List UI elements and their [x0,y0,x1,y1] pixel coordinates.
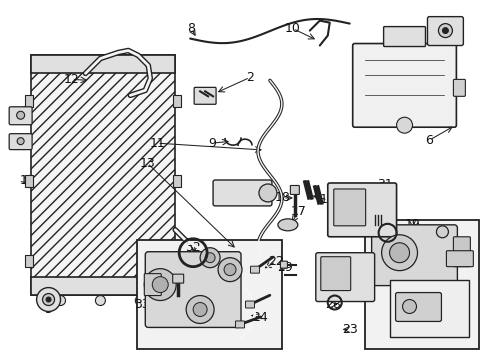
FancyBboxPatch shape [452,237,469,267]
Text: 9: 9 [208,137,216,150]
Bar [364,220,478,349]
Text: 8: 8 [187,22,195,35]
Bar [389,280,468,337]
FancyBboxPatch shape [383,27,425,46]
Bar [31,55,175,73]
Text: 6: 6 [425,134,432,147]
Text: 1: 1 [20,174,27,186]
Text: 18: 18 [274,192,290,204]
Text: 25: 25 [412,303,427,316]
Text: 29: 29 [276,261,292,274]
Text: 15: 15 [377,211,393,224]
FancyBboxPatch shape [395,293,441,321]
Circle shape [56,296,65,306]
FancyBboxPatch shape [250,266,259,273]
Circle shape [389,243,408,263]
FancyBboxPatch shape [352,44,455,127]
Circle shape [95,296,105,306]
Text: 14: 14 [364,193,380,206]
Bar [173,255,181,267]
Bar [31,276,175,294]
FancyBboxPatch shape [9,107,32,125]
Circle shape [46,297,51,302]
FancyBboxPatch shape [245,301,254,308]
FancyBboxPatch shape [290,185,299,194]
Text: 17: 17 [290,205,306,219]
Text: 5: 5 [44,303,52,316]
Bar [24,255,33,267]
Text: 31: 31 [376,179,392,192]
Text: 10: 10 [285,22,300,35]
Text: 28: 28 [324,298,340,311]
Text: 34: 34 [170,271,185,284]
FancyBboxPatch shape [194,87,216,104]
Circle shape [186,296,214,323]
FancyBboxPatch shape [315,253,374,302]
Circle shape [436,226,447,238]
Circle shape [152,276,168,293]
Text: 20: 20 [379,228,395,241]
Circle shape [204,253,215,263]
FancyBboxPatch shape [235,321,244,328]
Circle shape [37,288,61,311]
FancyBboxPatch shape [446,251,472,267]
FancyBboxPatch shape [320,257,350,291]
Text: 22: 22 [267,255,283,268]
Text: 23: 23 [341,323,357,336]
Bar [31,55,175,294]
Text: 11: 11 [149,137,165,150]
Circle shape [381,235,417,271]
Circle shape [200,248,220,268]
Circle shape [135,296,145,306]
Text: 16: 16 [319,193,335,206]
Text: 4: 4 [23,102,32,115]
FancyBboxPatch shape [145,252,241,328]
Text: 21: 21 [438,228,453,241]
Circle shape [396,117,412,133]
FancyBboxPatch shape [172,274,183,283]
FancyBboxPatch shape [144,274,161,296]
Circle shape [438,24,451,37]
Text: 2: 2 [245,71,253,84]
Circle shape [17,111,24,119]
FancyBboxPatch shape [327,183,396,237]
Text: 12: 12 [63,73,79,86]
Circle shape [224,264,236,276]
FancyBboxPatch shape [452,80,465,96]
Circle shape [17,138,24,145]
Text: 33: 33 [134,298,150,311]
Text: 19: 19 [404,218,420,231]
Circle shape [144,269,176,301]
Ellipse shape [277,219,297,231]
Circle shape [218,258,242,282]
Text: 27: 27 [343,253,359,266]
Circle shape [259,184,276,202]
Bar [173,175,181,187]
FancyBboxPatch shape [333,189,365,226]
Text: 32: 32 [185,241,201,254]
Circle shape [442,28,447,33]
Circle shape [402,300,416,314]
FancyBboxPatch shape [213,180,271,206]
FancyBboxPatch shape [427,17,463,45]
Text: 26: 26 [436,251,451,264]
FancyBboxPatch shape [9,134,32,150]
Text: 3: 3 [23,139,32,152]
Text: 30: 30 [224,184,240,197]
FancyBboxPatch shape [280,261,287,268]
Bar [24,175,33,187]
FancyBboxPatch shape [371,225,456,285]
Circle shape [42,293,55,306]
Text: 13: 13 [139,157,155,170]
Text: 24: 24 [252,311,267,324]
Bar [24,95,33,107]
Text: 7: 7 [434,21,443,34]
Circle shape [193,302,207,316]
Bar [173,95,181,107]
Bar [137,240,281,349]
